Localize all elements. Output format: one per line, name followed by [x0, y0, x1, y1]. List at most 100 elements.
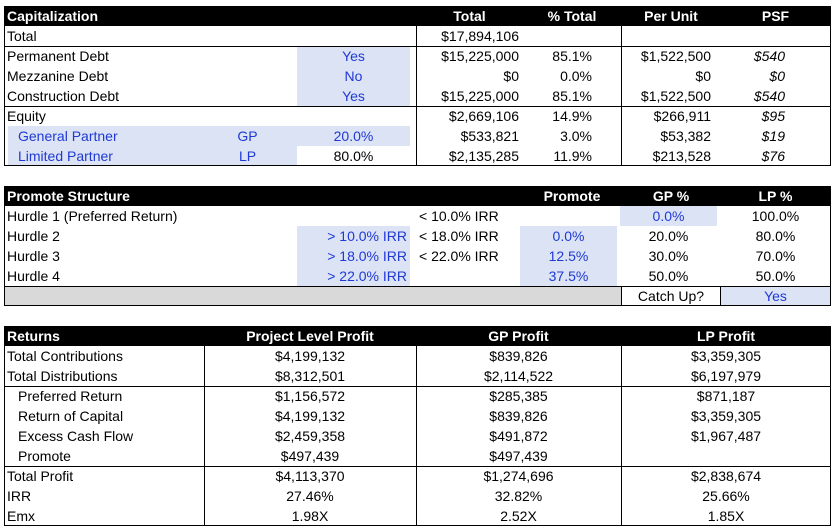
- returns-row: IRR 27.46% 32.82% 25.66%: [4, 486, 831, 506]
- psf-header: PSF: [720, 6, 831, 26]
- returns-row: Total Profit $4,113,370 $1,274,696 $2,83…: [4, 466, 831, 486]
- project-value: $4,113,370: [275, 468, 345, 484]
- hurdle-upper: < 22.0% IRR: [419, 248, 499, 264]
- returns-label: Emx: [7, 508, 35, 524]
- promote-table: Promote Structure Promote GP % LP % Hurd…: [4, 186, 831, 306]
- row-label: Permanent Debt: [7, 48, 109, 64]
- pct-value: 11.9%: [553, 148, 592, 164]
- hurdle-label: Hurdle 4: [7, 268, 60, 284]
- returns-label: Total Contributions: [7, 348, 123, 364]
- total-value: $533,821: [460, 128, 519, 144]
- gp-code[interactable]: GP: [198, 126, 297, 146]
- per-unit-value: $1,522,500: [640, 48, 711, 64]
- project-value: 27.46%: [286, 488, 334, 504]
- gp-pct-value: 20.0%: [648, 228, 689, 244]
- hurdle-4-promote-input[interactable]: 37.5%: [520, 266, 617, 286]
- divider: [4, 46, 831, 47]
- psf-value: $19: [761, 128, 785, 144]
- project-value: $8,312,501: [274, 368, 346, 384]
- gp-value: $491,872: [489, 428, 548, 444]
- returns-row: Preferred Return $1,156,572 $285,385 $87…: [4, 386, 831, 406]
- psf-value: $95: [761, 108, 785, 124]
- gp-value: $1,274,696: [483, 468, 554, 484]
- returns-label: Return of Capital: [18, 408, 124, 424]
- returns-label: IRR: [7, 488, 32, 504]
- per-unit-header: Per Unit: [622, 6, 720, 26]
- debt-row-permanent: Permanent Debt Yes $15,225,000 85.1% $1,…: [4, 46, 831, 66]
- lp-value: $6,197,979: [690, 368, 762, 384]
- project-value: $4,199,132: [274, 408, 346, 424]
- hurdle-label: Hurdle 2: [7, 228, 60, 244]
- total-value: $15,225,000: [441, 88, 519, 104]
- returns-label: Total Profit: [7, 468, 74, 484]
- capitalization-total-row: Total $17,894,106: [4, 26, 831, 46]
- divider: [4, 466, 831, 467]
- catch-up-row: Catch Up? Yes: [4, 286, 831, 306]
- hurdle-3-lower-input[interactable]: > 18.0% IRR: [297, 246, 410, 266]
- promote-title: Promote Structure: [4, 186, 304, 206]
- per-unit-value: $53,382: [660, 128, 711, 144]
- returns-label: Preferred Return: [18, 388, 123, 404]
- divider: [416, 346, 417, 526]
- divider: [621, 346, 622, 526]
- lp-share-value: 80.0%: [333, 148, 374, 164]
- equity-row: Equity $2,669,106 14.9% $266,911 $95: [4, 106, 831, 126]
- total-value: $17,894,106: [441, 28, 519, 44]
- per-unit-value: $266,911: [653, 108, 711, 124]
- hurdle-upper: < 18.0% IRR: [419, 228, 499, 244]
- permanent-debt-toggle[interactable]: Yes: [297, 46, 410, 66]
- per-unit-value: $1,522,500: [640, 88, 711, 104]
- promote-col-header: Promote: [522, 186, 622, 206]
- hurdle-2-promote-input[interactable]: 0.0%: [520, 226, 617, 246]
- total-value: $2,669,106: [448, 108, 519, 124]
- returns-row: Total Contributions $4,199,132 $839,826 …: [4, 346, 831, 366]
- gp-profit-header: GP Profit: [416, 326, 621, 346]
- per-unit-value: $213,528: [652, 148, 711, 164]
- lp-value: $3,359,305: [690, 348, 762, 364]
- lp-pct-value: 50.0%: [755, 268, 796, 284]
- psf-value: $0: [769, 68, 785, 84]
- lp-code[interactable]: LP: [198, 146, 297, 166]
- returns-label: Total Distributions: [7, 368, 118, 384]
- capitalization-table: Capitalization Total % Total Per Unit PS…: [4, 6, 831, 166]
- project-profit-header: Project Level Profit: [204, 326, 416, 346]
- gp-share-input[interactable]: 20.0%: [297, 126, 410, 146]
- lp-value: $2,838,674: [690, 468, 762, 484]
- limited-partner-label[interactable]: Limited Partner: [8, 146, 198, 166]
- capitalization-title: Capitalization: [4, 6, 304, 26]
- hurdle-1-gp-input[interactable]: 0.0%: [620, 206, 717, 226]
- lp-pct-value: 80.0%: [755, 228, 796, 244]
- project-value: $497,439: [280, 448, 340, 464]
- gp-value: $839,826: [489, 348, 548, 364]
- divider: [621, 286, 622, 306]
- construction-debt-toggle[interactable]: Yes: [297, 86, 410, 106]
- hurdle-row: Hurdle 1 (Preferred Return) < 10.0% IRR …: [4, 206, 831, 226]
- lp-pct-value: 70.0%: [755, 248, 796, 264]
- gp-value: $2,114,522: [483, 368, 554, 384]
- hurdle-3-promote-input[interactable]: 12.5%: [520, 246, 617, 266]
- catch-up-toggle[interactable]: Yes: [720, 286, 831, 306]
- divider: [720, 286, 721, 306]
- pct-total-header: % Total: [522, 6, 622, 26]
- capitalization-header: Capitalization Total % Total Per Unit PS…: [4, 6, 831, 26]
- hurdle-4-lower-input[interactable]: > 22.0% IRR: [297, 266, 410, 286]
- project-value: 1.98X: [291, 508, 329, 524]
- project-value: $1,156,572: [274, 388, 346, 404]
- returns-row: Return of Capital $4,199,132 $839,826 $3…: [4, 406, 831, 426]
- returns-title: Returns: [4, 326, 204, 346]
- total-value: $15,225,000: [441, 48, 519, 64]
- hurdle-2-lower-input[interactable]: > 10.0% IRR: [297, 226, 410, 246]
- row-label: Construction Debt: [7, 88, 120, 104]
- mezzanine-debt-toggle[interactable]: No: [297, 66, 410, 86]
- divider: [4, 286, 831, 287]
- gp-value: $497,439: [489, 448, 548, 464]
- general-partner-label[interactable]: General Partner: [8, 126, 198, 146]
- divider: [4, 106, 831, 107]
- lp-value: 25.66%: [702, 488, 750, 504]
- gp-value: $839,826: [489, 408, 548, 424]
- lp-value: $871,187: [696, 388, 756, 404]
- gp-pct-value: 30.0%: [648, 248, 689, 264]
- total-value: $0: [503, 68, 519, 84]
- catch-up-label: Catch Up?: [622, 286, 720, 306]
- promote-header: Promote Structure Promote GP % LP %: [4, 186, 831, 206]
